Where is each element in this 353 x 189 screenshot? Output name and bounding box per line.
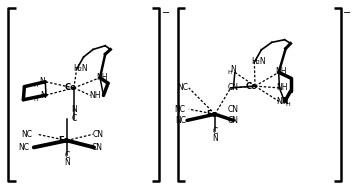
Text: H: H <box>286 102 291 107</box>
Text: H₂N: H₂N <box>251 57 266 66</box>
Text: NC: NC <box>176 116 187 125</box>
Text: NC: NC <box>18 143 29 152</box>
Text: CN: CN <box>228 105 239 114</box>
Text: N: N <box>40 91 46 100</box>
Text: N: N <box>40 77 46 86</box>
Text: H₂N: H₂N <box>73 64 88 73</box>
Text: NH: NH <box>97 73 108 82</box>
Text: N: N <box>71 105 77 114</box>
Text: N: N <box>212 133 218 143</box>
Text: Fe: Fe <box>59 136 70 145</box>
Text: Co: Co <box>65 83 76 92</box>
Text: H: H <box>228 70 232 75</box>
Text: H: H <box>33 83 38 88</box>
Text: Co: Co <box>246 82 257 91</box>
Text: C: C <box>64 151 70 160</box>
Text: N: N <box>231 65 236 74</box>
Text: CN: CN <box>93 130 104 139</box>
Text: NH: NH <box>275 67 287 76</box>
Text: NH: NH <box>276 97 288 106</box>
Text: NH: NH <box>276 83 288 92</box>
Text: C: C <box>71 114 77 123</box>
Text: N: N <box>282 97 288 106</box>
Text: CN: CN <box>228 116 239 125</box>
Text: Fe: Fe <box>207 110 218 119</box>
Text: CN: CN <box>228 83 239 92</box>
Text: H: H <box>33 97 38 101</box>
Text: −: − <box>343 8 351 18</box>
Text: NH: NH <box>90 91 101 100</box>
Text: NC: NC <box>21 130 32 139</box>
Text: C: C <box>213 127 217 136</box>
Text: CN: CN <box>92 143 103 152</box>
Text: NC: NC <box>175 105 186 114</box>
Text: −: − <box>162 8 170 18</box>
Text: N: N <box>64 158 70 167</box>
Text: NC: NC <box>177 83 188 92</box>
